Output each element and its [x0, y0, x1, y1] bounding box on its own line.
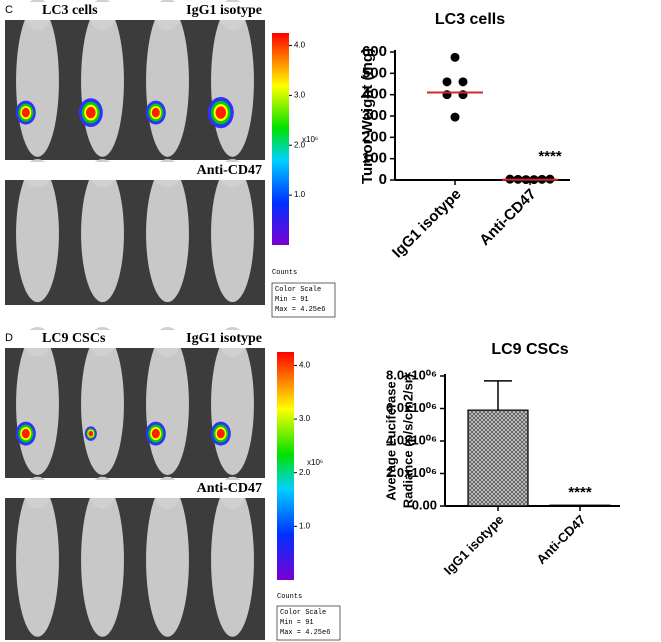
mouse [81, 483, 124, 637]
colorbar [277, 352, 294, 580]
colorbar-label: 4.0 [299, 361, 311, 370]
point [442, 90, 452, 100]
colorbar-unit: Counts [272, 269, 297, 277]
label-band [5, 2, 265, 20]
y-tick-label: 8.0x10⁰⁶ [386, 367, 437, 382]
y-tick-label: 0.00 [412, 497, 437, 512]
panel-letter: C [5, 4, 13, 16]
colorscale-text: Color Scale [280, 609, 326, 617]
x-tick-label: IgG1 isotype [389, 186, 465, 262]
signal [88, 430, 94, 437]
mouse [16, 483, 59, 637]
y-tick-label: 0 [379, 171, 387, 188]
x-tick-label: IgG1 isotype [441, 512, 507, 578]
colorbar-label: 3.0 [294, 90, 306, 99]
point [450, 112, 460, 122]
y-tick-label: 6.0x10⁰⁶ [386, 400, 437, 415]
y-tick-label: 300 [362, 107, 387, 124]
y-tick-label: 600 [362, 43, 387, 60]
colorbar-label: 1.0 [299, 521, 311, 530]
y-axis-label: Average Luciferase [383, 381, 398, 500]
panel-title: LC9 CSCs [42, 331, 106, 346]
mouse [16, 164, 59, 303]
colorscale-text: Min = 91 [280, 619, 314, 627]
group-label: Anti-CD47 [197, 481, 262, 496]
chart-title: LC9 CSCs [491, 341, 568, 358]
panel-letter: D [5, 332, 13, 344]
y-tick-label: 4.0x10⁰⁶ [386, 432, 437, 447]
colorscale-text: Max = 4.25e6 [280, 629, 330, 637]
colorbar-label: 4.0 [294, 41, 306, 50]
colorbar-unit: Counts [277, 593, 302, 601]
group-label: Anti-CD47 [197, 163, 262, 178]
point [442, 77, 452, 87]
signal [216, 428, 225, 439]
y-tick-label: 2.0x10⁰⁶ [386, 465, 437, 480]
mouse [211, 164, 254, 303]
bar [549, 504, 611, 507]
colorbar-label: 3.0 [299, 414, 311, 423]
y-tick-label: 500 [362, 64, 387, 81]
signal [21, 107, 30, 118]
point [450, 52, 460, 62]
point [458, 90, 468, 100]
chart-title: LC3 cells [435, 11, 505, 28]
y-tick-label: 400 [362, 86, 387, 103]
colorbar-label: 2.0 [294, 140, 306, 149]
colorscale-box [276, 605, 341, 641]
annotation: **** [568, 484, 592, 501]
panel-title: LC3 cells [42, 3, 98, 18]
y-tick-label: 100 [362, 150, 387, 167]
colorscale-text: Min = 91 [275, 296, 309, 304]
colorscale-text: Color Scale [275, 286, 321, 294]
y-axis-label: Tumor Weight (mg) [359, 48, 376, 184]
colorscale-box [271, 282, 336, 318]
mouse [146, 483, 189, 637]
annotation: **** [538, 148, 562, 165]
signal [215, 106, 226, 119]
group-label: IgG1 isotype [186, 3, 262, 18]
group-label: IgG1 isotype [186, 331, 262, 346]
colorscale-text: Max = 4.25e6 [275, 306, 325, 314]
colorbar [272, 33, 289, 245]
label-band [5, 162, 265, 180]
y-tick-label: 200 [362, 128, 387, 145]
colorbar-exponent: x10⁶ [302, 135, 318, 144]
signal [151, 107, 160, 118]
bar [467, 409, 529, 507]
label-band [5, 330, 265, 348]
mouse [81, 164, 124, 303]
mouse [211, 483, 254, 637]
point [458, 77, 468, 87]
x-tick-label: Anti-CD47 [534, 512, 589, 567]
colorbar-exponent: x10⁶ [307, 458, 323, 467]
label-band [5, 480, 265, 498]
mouse [146, 164, 189, 303]
x-tick-label: Anti-CD47 [476, 186, 539, 249]
signal [151, 428, 160, 439]
signal [21, 428, 30, 439]
signal [86, 106, 96, 119]
y-axis-label: Radiance (p/s/cm2/sr) [400, 374, 415, 508]
error-bar [484, 380, 512, 411]
colorbar-label: 2.0 [299, 468, 311, 477]
colorbar-label: 1.0 [294, 190, 306, 199]
